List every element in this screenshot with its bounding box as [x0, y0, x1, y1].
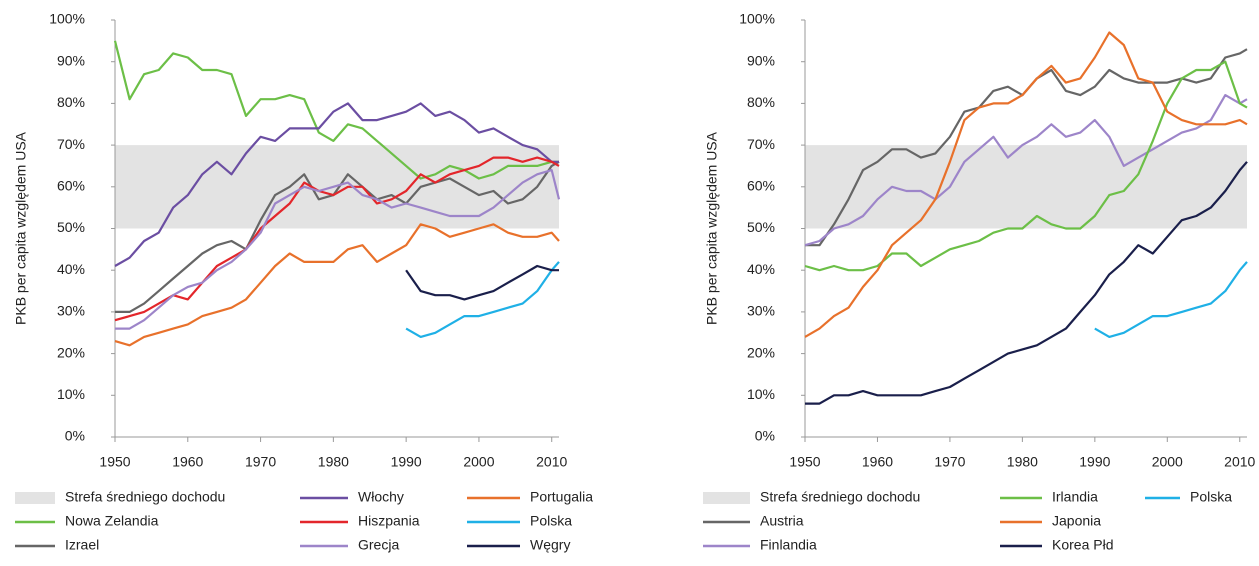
x-tick-label: 2010: [1224, 454, 1255, 470]
y-axis-label: PKB per capita względem USA: [704, 131, 720, 325]
series-line: [115, 169, 561, 330]
series-line: [405, 264, 559, 301]
x-tick-label: 1990: [391, 454, 422, 470]
line-chart: 0% 10% 20% 30% 40% 50% 60% 70% 80% 90% 100% 1950 196…: [703, 11, 1256, 553]
legend-label: Izrael: [65, 537, 99, 553]
series-line: [805, 161, 1248, 405]
y-axis-label: PKB per capita względem USA: [13, 131, 29, 325]
x-tick-label: 1950: [789, 454, 820, 470]
series-line: [114, 156, 560, 322]
x-tick-label: 1960: [862, 454, 893, 470]
series-line: [804, 31, 1248, 338]
middle-income-band: [805, 145, 1247, 229]
y-tick-label: 100%: [49, 11, 85, 27]
y-tick-label: 90%: [747, 52, 775, 68]
series-line: [1094, 261, 1248, 338]
legend-label: Finlandia: [760, 537, 817, 553]
y-tick-label: 0%: [755, 428, 775, 444]
x-tick-label: 1990: [1079, 454, 1110, 470]
legend-label: Węgry: [530, 537, 570, 553]
series-line: [804, 94, 1248, 247]
series-line: [113, 40, 559, 180]
line-chart: 0% 10% 20% 30% 40% 50% 60% 70% 80% 90% 100% 1950 196…: [13, 11, 594, 553]
y-tick-label: 20%: [57, 344, 85, 360]
legend-label: Irlandia: [1052, 489, 1098, 505]
y-tick-label: 60%: [57, 178, 85, 194]
y-tick-label: 70%: [57, 136, 85, 152]
y-tick-label: 50%: [747, 219, 775, 235]
x-tick-label: 1980: [318, 454, 349, 470]
y-tick-label: 10%: [747, 386, 775, 402]
y-tick-label: 60%: [747, 178, 775, 194]
series-line: [114, 223, 560, 347]
legend-label: Grecja: [358, 537, 399, 553]
legend-label: Portugalia: [530, 489, 593, 505]
y-tick-label: 0%: [65, 428, 85, 444]
legend-label: Strefa średniego dochodu: [65, 489, 225, 505]
y-tick-label: 80%: [57, 94, 85, 110]
y-tick-label: 20%: [747, 344, 775, 360]
x-tick-label: 1960: [172, 454, 203, 470]
x-tick-label: 1980: [1007, 454, 1038, 470]
legend-label: Austria: [760, 513, 804, 529]
y-tick-label: 40%: [57, 261, 85, 277]
x-tick-label: 2000: [463, 454, 494, 470]
x-tick-label: 1970: [934, 454, 965, 470]
x-tick-label: 2000: [1152, 454, 1183, 470]
legend-label: Polska: [530, 513, 572, 529]
legend-label: Korea Płd: [1052, 537, 1113, 553]
y-tick-label: 70%: [747, 136, 775, 152]
legend-label: Strefa średniego dochodu: [760, 489, 920, 505]
y-tick-label: 40%: [747, 261, 775, 277]
y-tick-label: 90%: [57, 52, 85, 68]
series-line: [405, 261, 560, 338]
legend-label: Japonia: [1052, 513, 1101, 529]
legend-label: Hiszpania: [358, 513, 420, 529]
legend-label: Polska: [1190, 489, 1232, 505]
legend-swatch: [703, 492, 750, 504]
y-tick-label: 80%: [747, 94, 775, 110]
x-tick-label: 2010: [536, 454, 567, 470]
y-tick-label: 100%: [739, 11, 775, 27]
x-tick-label: 1950: [99, 454, 130, 470]
y-tick-label: 30%: [57, 303, 85, 319]
legend-swatch: [15, 492, 55, 504]
legend-label: Nowa Zelandia: [65, 513, 159, 529]
y-tick-label: 30%: [747, 303, 775, 319]
legend-label: Włochy: [358, 489, 404, 505]
y-tick-label: 50%: [57, 219, 85, 235]
x-tick-label: 1970: [245, 454, 276, 470]
series-line: [114, 102, 559, 267]
y-tick-label: 10%: [57, 386, 85, 402]
